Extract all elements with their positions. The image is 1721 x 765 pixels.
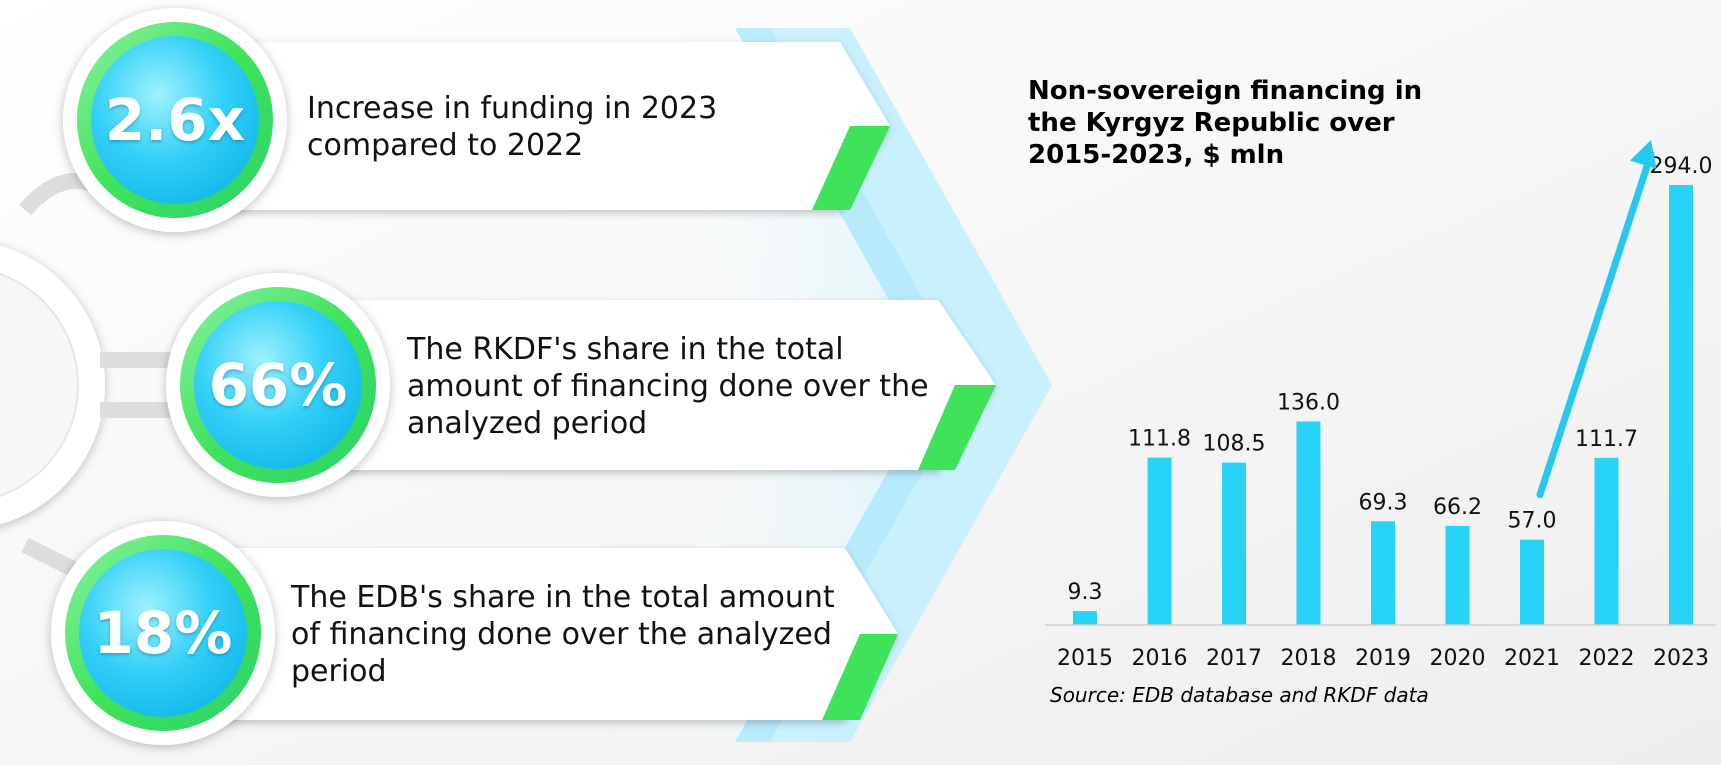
bar-2018 xyxy=(1296,421,1321,625)
x-tick-2016: 2016 xyxy=(1132,646,1188,671)
stat-value-1: 2.6x xyxy=(104,86,246,154)
x-tick-2020: 2020 xyxy=(1430,646,1486,671)
trend-arrow-line xyxy=(1536,150,1655,499)
trend-arrow-head xyxy=(1629,140,1657,169)
bar-2020 xyxy=(1445,525,1470,625)
stat-text-3: The EDB's share in the total amount of f… xyxy=(291,580,835,689)
stat-text-2: The RKDF's share in the total amount of … xyxy=(407,332,929,441)
x-tick-2021: 2021 xyxy=(1504,646,1560,671)
x-tick-2015: 2015 xyxy=(1057,646,1113,671)
stat-circle-3 xyxy=(51,521,275,745)
bar-2022 xyxy=(1594,457,1619,625)
x-tick-2019: 2019 xyxy=(1355,646,1411,671)
bar-2015 xyxy=(1073,611,1097,625)
stat-card-3 xyxy=(160,548,898,720)
x-tick-2023: 2023 xyxy=(1653,646,1709,671)
bar-2016 xyxy=(1147,457,1172,625)
data-label-2019: 69.3 xyxy=(1359,490,1408,515)
data-label-2022: 111.7 xyxy=(1575,427,1638,452)
stat-circle-2 xyxy=(166,273,390,497)
bar-2019 xyxy=(1371,521,1395,625)
stat-value-2: 66% xyxy=(208,351,348,419)
data-label-2015: 9.3 xyxy=(1068,580,1103,605)
bar-chart: 9.3 111.8 108.5 136.0 69.3 66.2 57.0 111.7 294.0… xyxy=(1045,140,1716,671)
bar-2021 xyxy=(1520,539,1544,625)
stat-circle-1 xyxy=(63,8,287,232)
data-label-2018: 136.0 xyxy=(1277,390,1340,415)
data-label-2017: 108.5 xyxy=(1203,432,1266,457)
data-label-2023: 294.0 xyxy=(1650,154,1713,179)
x-tick-2017: 2017 xyxy=(1206,646,1262,671)
stat-card-1 xyxy=(170,42,890,210)
data-label-2021: 57.0 xyxy=(1508,509,1557,534)
stat-text-1: Increase in funding in 2023 compared to … xyxy=(307,91,718,163)
data-label-2016: 111.8 xyxy=(1128,427,1191,452)
stat-value-3: 18% xyxy=(93,599,233,667)
chart-source: Source: EDB database and RKDF data xyxy=(1050,683,1429,707)
x-tick-2018: 2018 xyxy=(1281,646,1337,671)
bar-2023 xyxy=(1669,185,1693,625)
stat-card-2 xyxy=(270,300,996,470)
bar-2017 xyxy=(1222,462,1246,625)
x-tick-2022: 2022 xyxy=(1579,646,1635,671)
chart-title: Non-sovereign financing in the Kyrgyz Re… xyxy=(1028,76,1423,170)
data-label-2020: 66.2 xyxy=(1433,495,1482,520)
